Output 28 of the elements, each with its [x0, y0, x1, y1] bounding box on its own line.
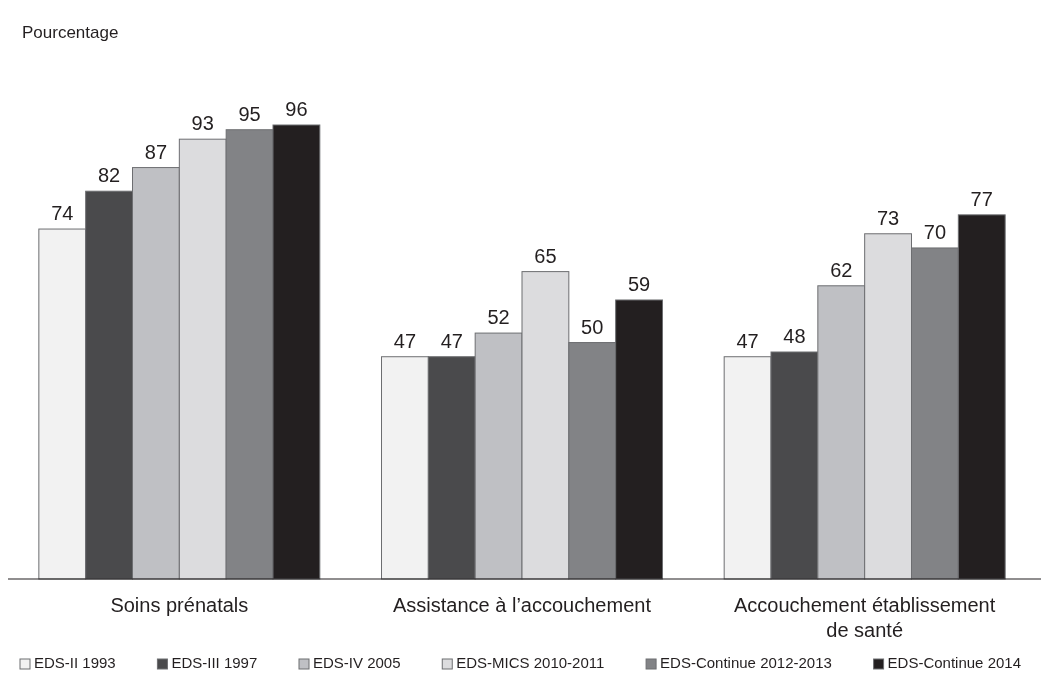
data-label: 62 — [830, 258, 853, 281]
data-label: 74 — [51, 202, 74, 225]
data-label: 59 — [627, 272, 651, 295]
y-axis-title: Pourcentage — [22, 23, 119, 42]
legend-label: EDS-Continue 2014 — [887, 654, 1021, 671]
x-tick-label: Accouchement établissement de santé — [734, 594, 996, 641]
legend-label: EDS-MICS 2010-2011 — [456, 654, 605, 671]
legend-label: EDS-Continue 2012-2013 — [660, 654, 832, 671]
data-label: 52 — [487, 306, 510, 329]
data-label: 65 — [534, 244, 557, 267]
data-label: 95 — [238, 102, 261, 125]
data-label: 47 — [440, 329, 463, 352]
x-tick-label: Soins prénatals — [110, 594, 249, 616]
legend-label: EDS-IV 2005 — [313, 654, 401, 671]
legend-label: EDS-II 1993 — [34, 654, 116, 671]
data-label: 82 — [97, 164, 121, 187]
data-label: 50 — [581, 315, 604, 338]
data-label: 47 — [736, 329, 759, 352]
legend-label: EDS-III 1997 — [171, 654, 258, 671]
data-label: 48 — [783, 325, 806, 347]
data-label: 93 — [191, 112, 214, 135]
data-label: 70 — [923, 220, 947, 243]
data-label: 73 — [876, 206, 900, 229]
data-label: 77 — [970, 187, 993, 210]
x-tick-label: Assistance à l’accouchement — [393, 594, 652, 616]
data-label: 47 — [393, 329, 417, 352]
data-label: 87 — [144, 140, 168, 163]
data-label: 96 — [285, 98, 308, 120]
